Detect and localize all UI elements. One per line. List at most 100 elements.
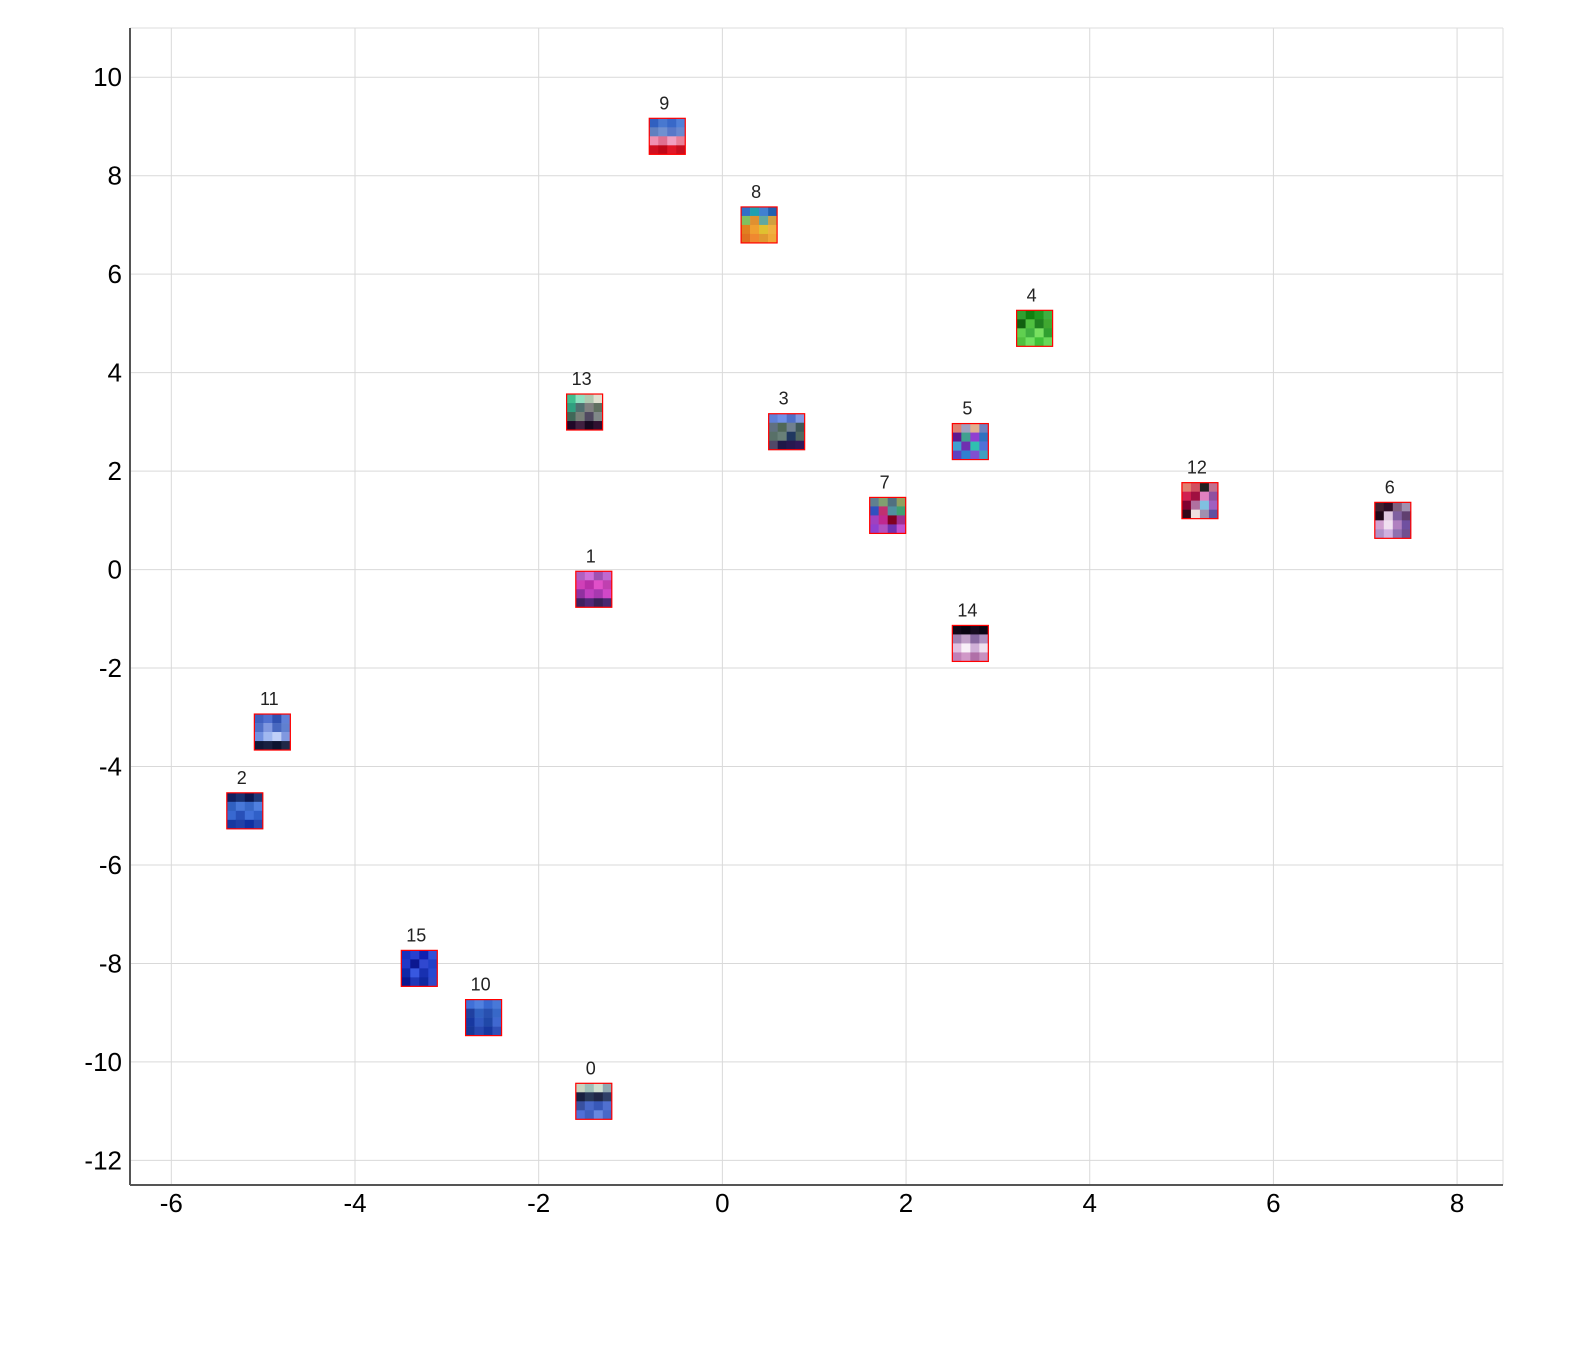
thumbnail-border xyxy=(566,393,604,431)
thumbnail-pixel xyxy=(970,625,980,635)
thumbnail-pixel xyxy=(786,440,796,451)
thumbnail-border xyxy=(1181,482,1219,520)
thumbnail-pixel xyxy=(979,441,989,451)
thumbnail-pixel xyxy=(887,506,897,516)
thumbnail-pixel xyxy=(1190,509,1201,519)
y-tick-label: -6 xyxy=(99,850,122,880)
thumbnail-pixel xyxy=(786,413,796,424)
thumbnail-pixel xyxy=(878,524,888,534)
thumbnail-pixel xyxy=(492,999,502,1009)
thumbnail-pixel xyxy=(658,118,668,128)
thumbnail-pixel xyxy=(759,224,769,235)
thumbnail-pixel xyxy=(1392,502,1403,512)
thumbnail-border xyxy=(768,413,806,451)
thumbnail-pixel xyxy=(750,206,760,217)
thumbnail-pixel xyxy=(1208,482,1219,492)
y-tick-label: -4 xyxy=(99,752,122,782)
thumbnail-pixel xyxy=(777,422,787,433)
thumbnail-pixel xyxy=(1401,502,1412,512)
thumbnail-pixel xyxy=(272,732,282,742)
thumbnail-pixel xyxy=(979,643,989,653)
thumbnail-pixel xyxy=(741,233,751,244)
thumbnail-pixel xyxy=(750,233,760,244)
thumbnail-pixel xyxy=(1374,529,1385,539)
thumbnail-pixel xyxy=(575,589,586,599)
thumbnail-pixel xyxy=(584,580,595,590)
thumbnail-pixel xyxy=(970,450,980,460)
thumbnail-pixel xyxy=(952,643,962,653)
thumbnail-pixel xyxy=(492,1017,502,1027)
thumbnail-pixel xyxy=(483,1017,493,1027)
thumbnail-pixel xyxy=(961,423,971,433)
point-label: 12 xyxy=(1187,458,1207,478)
thumbnail-pixel xyxy=(492,1008,502,1018)
point-label: 1 xyxy=(586,546,596,566)
thumbnail-pixel xyxy=(979,432,989,442)
thumbnail-pixel xyxy=(667,145,677,155)
thumbnail-pixel xyxy=(281,723,291,733)
thumbnail-pixel xyxy=(272,714,282,724)
thumbnail-pixel xyxy=(401,959,411,969)
thumbnail-pixel xyxy=(869,497,879,507)
y-tick-label: 0 xyxy=(108,555,122,585)
thumbnail-pixel xyxy=(244,792,255,803)
thumbnail-pixel xyxy=(263,741,273,751)
thumbnail-pixel xyxy=(1392,511,1403,521)
thumbnail-pixel xyxy=(226,810,237,821)
point-label: 11 xyxy=(260,689,279,709)
thumbnail-pixel xyxy=(566,421,576,431)
thumbnail-pixel xyxy=(1016,310,1026,320)
x-tick-label: 2 xyxy=(899,1188,913,1218)
thumbnail-pixel xyxy=(575,598,586,608)
thumbnail-pixel xyxy=(759,206,769,217)
thumbnail-pixel xyxy=(1025,328,1035,338)
thumbnail-pixel xyxy=(979,634,989,644)
axes xyxy=(129,27,1504,1186)
thumbnail-pixel xyxy=(1383,511,1394,521)
point-label: 14 xyxy=(957,600,977,620)
point-0: 0 xyxy=(575,1058,613,1120)
thumbnail-pixel xyxy=(254,732,264,742)
point-13: 13 xyxy=(566,369,604,431)
thumbnail-pixel xyxy=(1034,337,1044,347)
thumbnail-pixel xyxy=(410,968,420,978)
y-tick-label: -12 xyxy=(84,1145,122,1175)
thumbnail-pixel xyxy=(584,589,595,599)
thumbnail-pixel xyxy=(584,1110,595,1120)
thumbnail-pixel xyxy=(575,1101,586,1111)
x-tick-label: -2 xyxy=(527,1188,550,1218)
thumbnail-pixel xyxy=(474,1026,484,1036)
thumbnail-pixel xyxy=(602,589,613,599)
thumbnail-pixel xyxy=(474,999,484,1009)
y-tick-label: 10 xyxy=(93,62,122,92)
thumbnail-pixel xyxy=(235,810,246,821)
point-label: 9 xyxy=(659,93,669,113)
thumbnail-pixel xyxy=(419,977,429,987)
thumbnail-pixel xyxy=(786,422,796,433)
thumbnail-pixel xyxy=(1401,511,1412,521)
thumbnail-pixel xyxy=(584,412,594,422)
thumbnail-pixel xyxy=(575,580,586,590)
x-tick-label: 6 xyxy=(1266,1188,1280,1218)
thumbnail-pixel xyxy=(658,145,668,155)
thumbnail-pixel xyxy=(750,215,760,226)
thumbnail-pixel xyxy=(979,625,989,635)
thumbnail-pixel xyxy=(1043,337,1053,347)
thumbnail-pixel xyxy=(952,432,962,442)
thumbnail-pixel xyxy=(667,127,677,137)
thumbnail-pixel xyxy=(281,741,291,751)
thumbnail-pixel xyxy=(887,515,897,525)
thumbnail-pixel xyxy=(566,412,576,422)
thumbnail-pixel xyxy=(584,598,595,608)
thumbnail-pixel xyxy=(566,394,576,404)
grid-lines xyxy=(130,28,1503,1185)
thumbnail-pixel xyxy=(649,145,659,155)
thumbnail-pixel xyxy=(768,224,778,235)
thumbnail-pixel xyxy=(768,413,778,424)
thumbnail-pixel xyxy=(1190,491,1201,501)
thumbnail-pixel xyxy=(970,432,980,442)
thumbnail-pixel xyxy=(1190,482,1201,492)
thumbnail-pixel xyxy=(272,741,282,751)
thumbnail-pixel xyxy=(575,412,585,422)
